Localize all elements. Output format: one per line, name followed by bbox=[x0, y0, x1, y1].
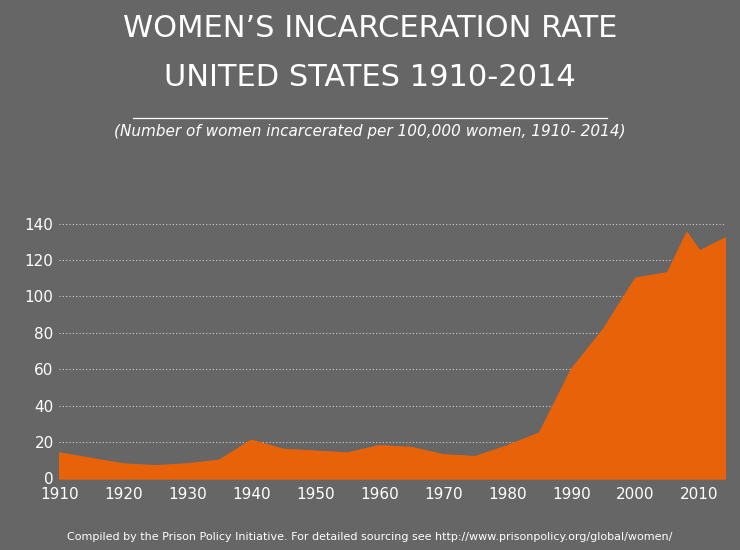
Text: (Number of women incarcerated per 100,000 women, 1910- 2014): (Number of women incarcerated per 100,00… bbox=[114, 124, 626, 139]
Text: WOMEN’S INCARCERATION RATE: WOMEN’S INCARCERATION RATE bbox=[123, 14, 617, 43]
Text: Compiled by the Prison Policy Initiative. For detailed sourcing see http://www.p: Compiled by the Prison Policy Initiative… bbox=[67, 532, 673, 542]
Text: UNITED STATES 1910-2014: UNITED STATES 1910-2014 bbox=[164, 63, 576, 92]
